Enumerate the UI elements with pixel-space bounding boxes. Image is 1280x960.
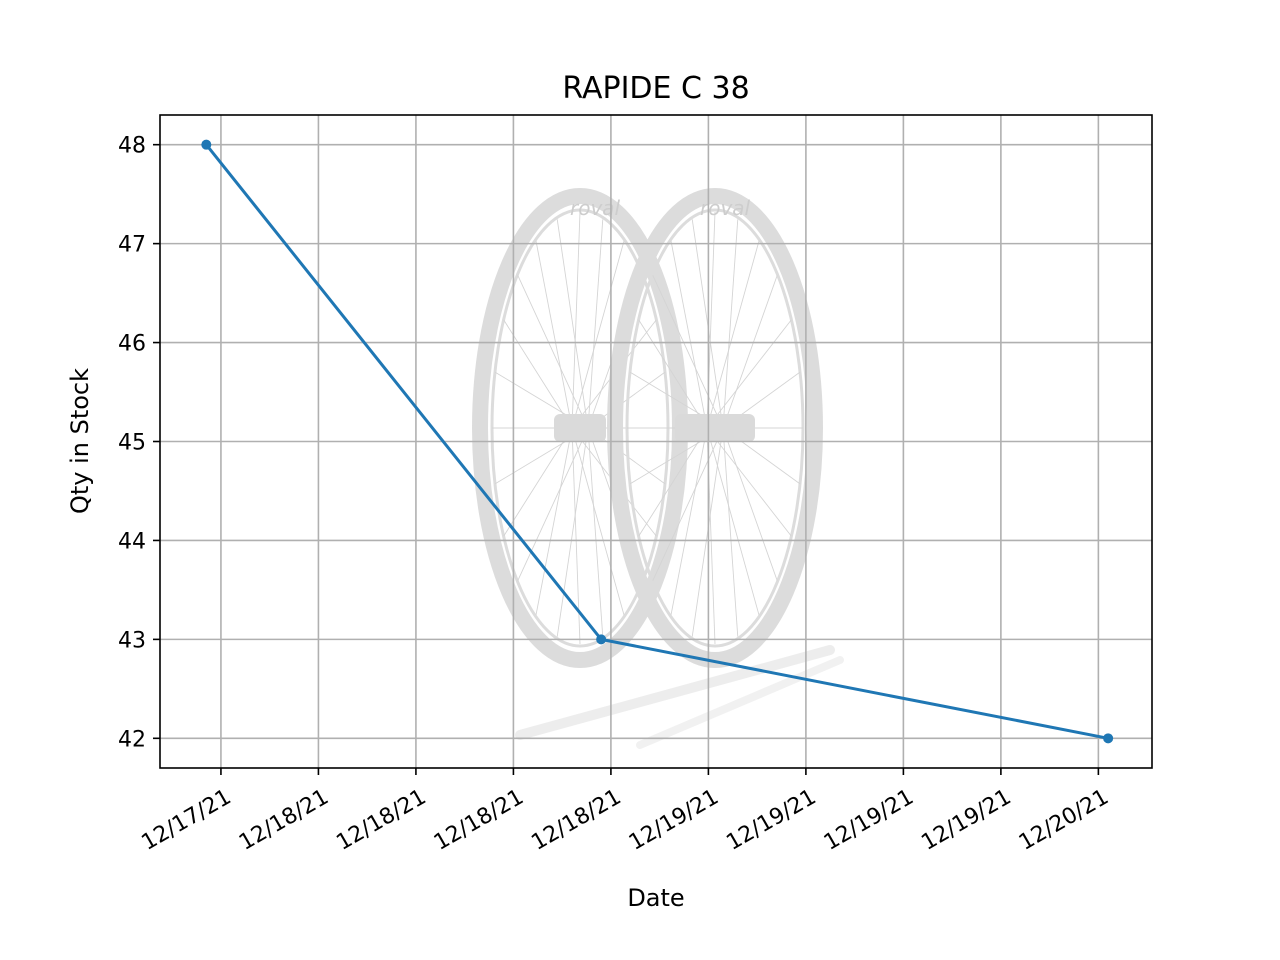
plot-frame (159, 114, 1153, 769)
x-axis-label: Date (627, 884, 684, 912)
y-axis-label: Qty in Stock (66, 368, 94, 514)
bicycle-wheels-icon: roval roval (472, 188, 844, 749)
y-tick-label: 46 (118, 332, 146, 357)
y-tick-label: 44 (118, 529, 146, 554)
data-point (201, 139, 212, 150)
data-point (1103, 733, 1114, 744)
data-point (596, 634, 607, 645)
watermark-brand-text: roval (570, 196, 621, 220)
y-tick-label: 43 (118, 628, 146, 653)
y-tick-label: 42 (118, 727, 146, 752)
grid (160, 115, 1152, 768)
y-tick-label: 48 (118, 134, 146, 159)
y-tick-label: 45 (118, 431, 146, 456)
chart-title: RAPIDE C 38 (562, 71, 749, 106)
series-layer (201, 139, 1114, 744)
y-tick-label: 47 (118, 233, 146, 258)
watermark-brand-text-2: roval (700, 196, 751, 220)
